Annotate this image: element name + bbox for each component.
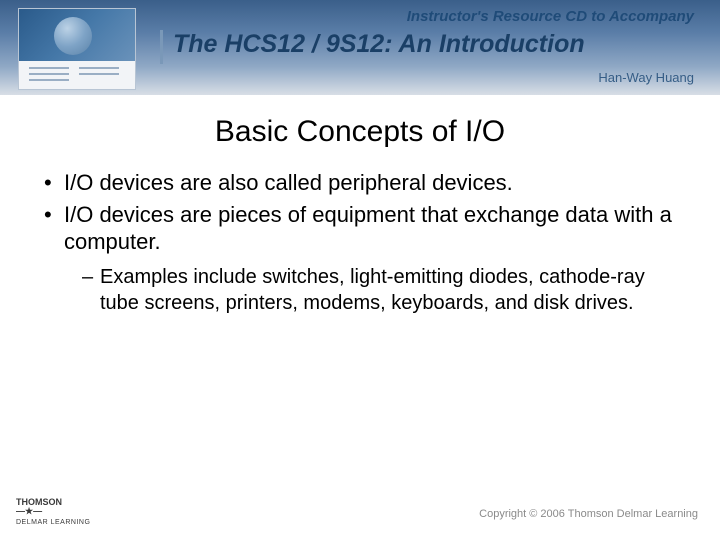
slide-content: I/O devices are also called peripheral d…	[44, 165, 680, 316]
publisher-name-bottom: DELMAR LEARNING	[16, 519, 90, 526]
header-logo	[18, 8, 136, 90]
publisher-star-icon: —★—	[16, 506, 42, 516]
bullet-level1: I/O devices are pieces of equipment that…	[44, 201, 680, 256]
header-title: The HCS12 / 9S12: An Introduction	[173, 30, 585, 59]
header-banner: Instructor's Resource CD to Accompany Th…	[0, 0, 720, 95]
header-subtitle: Instructor's Resource CD to Accompany	[407, 8, 694, 25]
bullet-level2: Examples include switches, light-emittin…	[82, 264, 680, 316]
slide-title: Basic Concepts of I/O	[0, 115, 720, 149]
header-author: Han-Way Huang	[598, 70, 694, 85]
footer-publisher: THOMSON —★— DELMAR LEARNING	[16, 498, 90, 526]
bullet-level1: I/O devices are also called peripheral d…	[44, 169, 680, 197]
header-title-divider	[160, 30, 163, 64]
footer-copyright: Copyright © 2006 Thomson Delmar Learning	[479, 508, 698, 520]
header-title-line: The HCS12 / 9S12: An Introduction	[160, 30, 700, 64]
